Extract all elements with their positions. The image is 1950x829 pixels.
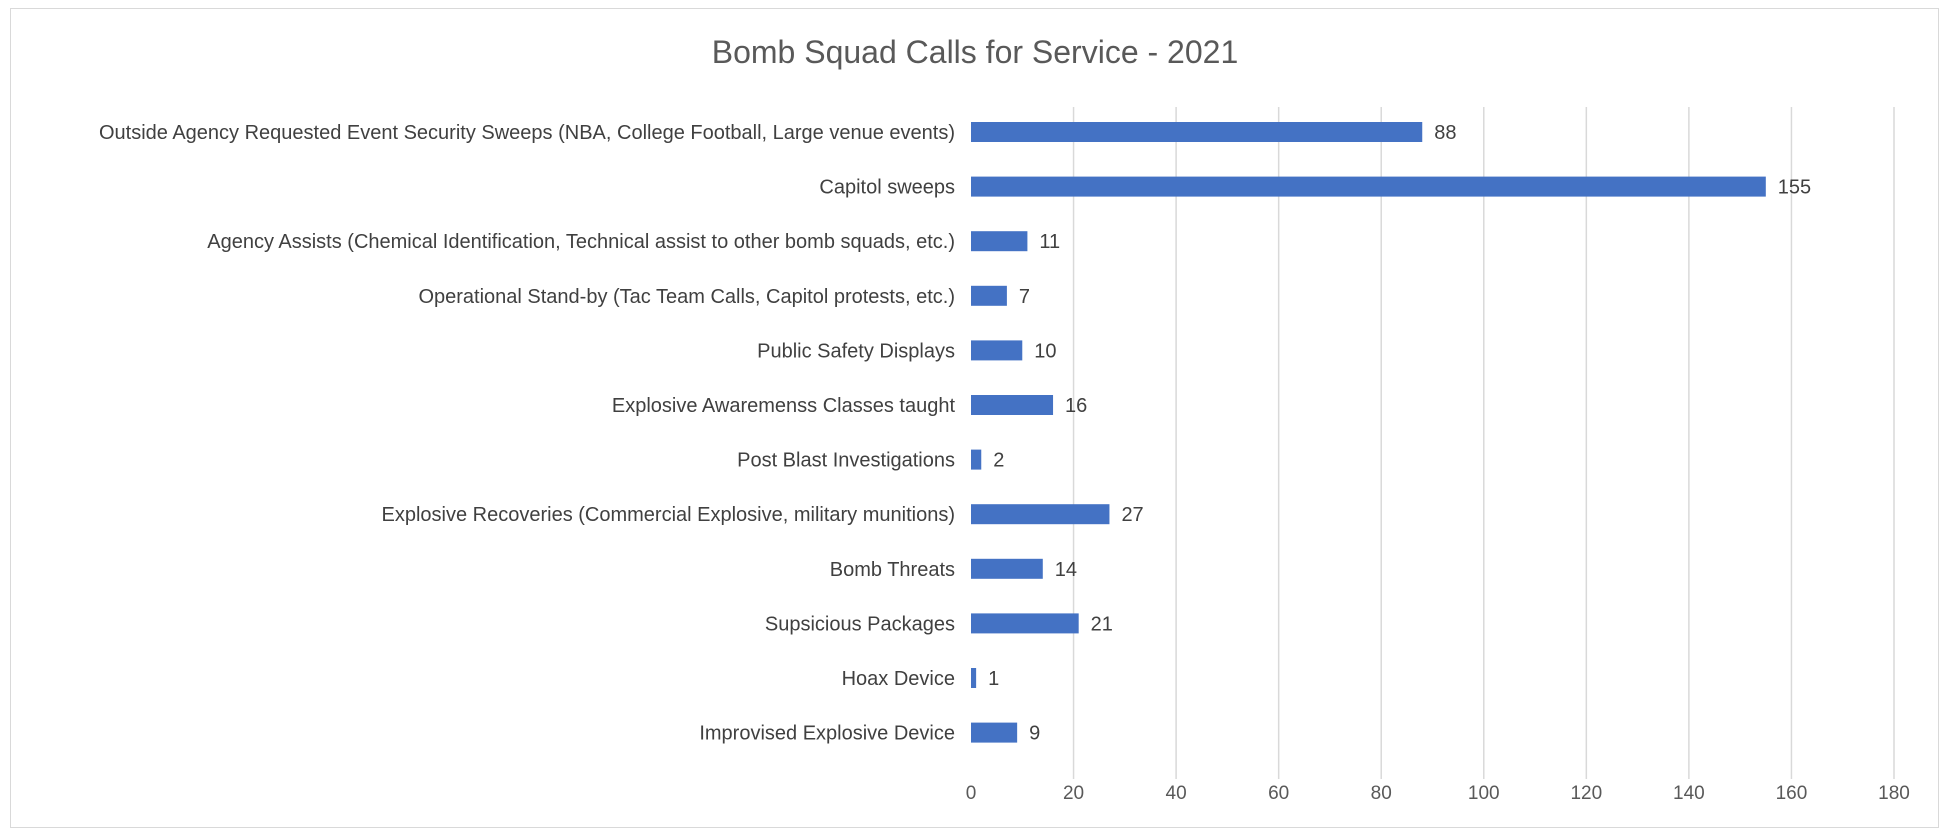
category-label: Explosive Recoveries (Commercial Explosi… (382, 504, 956, 526)
data-label: 1 (988, 668, 999, 690)
category-label: Explosive Awaremenss Classes taught (612, 395, 956, 417)
category-label: Supsicious Packages (765, 613, 955, 635)
data-label: 21 (1091, 613, 1113, 635)
category-label: Outside Agency Requested Event Security … (99, 122, 955, 144)
bar (971, 722, 1018, 743)
x-axis-tick-labels: 0 20 40 60 80 100 120 140 160 180 (966, 783, 1910, 804)
data-label: 27 (1121, 504, 1143, 526)
x-tick-label: 120 (1570, 783, 1602, 804)
category-labels: Outside Agency Requested Event Security … (99, 122, 955, 745)
x-tick-label: 100 (1468, 783, 1500, 804)
bar (971, 340, 1023, 361)
x-tick-label: 180 (1878, 783, 1910, 804)
x-tick-label: 80 (1371, 783, 1392, 804)
data-label: 16 (1065, 395, 1087, 417)
category-label: Agency Assists (Chemical Identification,… (207, 231, 955, 253)
bars (971, 122, 1766, 743)
gridlines (1072, 107, 1895, 779)
bar (971, 231, 1028, 252)
category-label: Public Safety Displays (757, 340, 955, 362)
data-label: 155 (1778, 177, 1811, 199)
category-label: Improvised Explosive Device (699, 723, 955, 745)
category-label: Bomb Threats (830, 559, 955, 581)
x-tick-label: 20 (1063, 783, 1084, 804)
bar (971, 613, 1079, 634)
category-label: Hoax Device (842, 668, 955, 690)
data-label: 88 (1434, 122, 1456, 144)
category-label: Operational Stand-by (Tac Team Calls, Ca… (418, 286, 955, 308)
x-tick-label: 160 (1776, 783, 1808, 804)
data-label: 2 (993, 450, 1004, 472)
x-tick-label: 60 (1268, 783, 1289, 804)
category-label: Post Blast Investigations (737, 450, 955, 472)
chart-title: Bomb Squad Calls for Service - 2021 (712, 34, 1238, 70)
value-labels: 88 155 11 7 10 16 2 27 14 21 1 9 (988, 122, 1811, 745)
x-tick-label: 140 (1673, 783, 1705, 804)
bar (971, 504, 1110, 525)
bar (971, 395, 1054, 415)
bar-chart: Bomb Squad Calls for Service - 2021 Outs… (99, 34, 1910, 804)
bar (971, 285, 1007, 306)
bar (971, 449, 982, 470)
bar (971, 122, 1423, 142)
bar (971, 558, 1043, 579)
data-label: 10 (1034, 340, 1056, 362)
bar (971, 668, 977, 688)
chart-frame: Bomb Squad Calls for Service - 2021 Outs… (10, 8, 1939, 828)
data-label: 7 (1019, 286, 1030, 308)
x-tick-label: 0 (966, 783, 977, 804)
data-label: 11 (1039, 231, 1060, 253)
x-tick-label: 40 (1166, 783, 1187, 804)
bar (971, 176, 1766, 197)
data-label: 14 (1055, 559, 1077, 581)
category-label: Capitol sweeps (819, 177, 955, 199)
data-label: 9 (1029, 723, 1040, 745)
